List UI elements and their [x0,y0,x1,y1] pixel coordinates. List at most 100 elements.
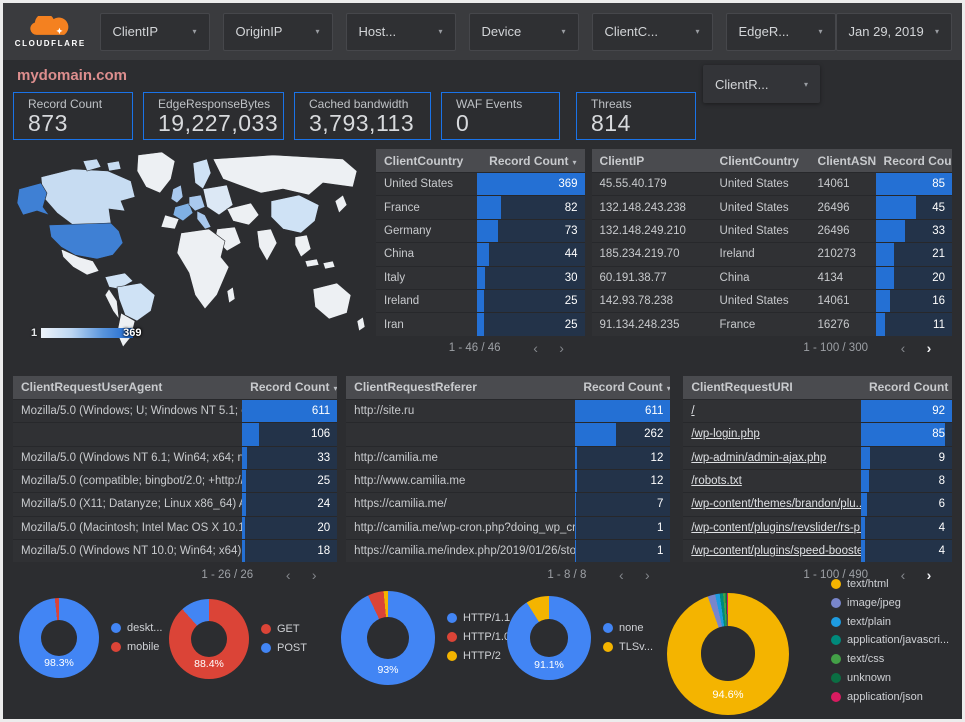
table-row[interactable]: /wp-admin/admin-ajax.php 9 [683,445,952,469]
uri-link[interactable]: /wp-content/plugins/speed-booste... [691,545,861,558]
column-header[interactable]: Record Count ▾ [489,153,577,168]
pagination-range: 1 - 8 / 8 [547,568,587,581]
table-row[interactable]: Mozilla/5.0 (Windows NT 6.1; Win64; x64;… [13,445,338,469]
uri-link[interactable]: /robots.txt [691,475,742,488]
filter-edger[interactable]: EdgeR... ▾ [725,12,836,51]
record-count-value: 25 [564,318,578,331]
donut-chart-device[interactable]: 98.3% [19,598,99,678]
donut-chart-request-method[interactable]: 88.4% [169,599,249,679]
table-row[interactable]: 60.191.38.77 China 4134 20 [591,265,952,289]
table-row[interactable]: Mozilla/5.0 (X11; Datanyze; Linux x86_64… [13,492,338,516]
filter-clientip-label: ClientIP [112,24,159,39]
scorecard-label: EdgeResponseBytes [158,97,271,111]
table-row[interactable]: 262 [346,422,671,446]
table-row[interactable]: Mozilla/5.0 (Macintosh; Intel Mac OS X 1… [13,515,338,540]
column-header[interactable]: ClientRequestUserAgent [21,380,163,395]
legend-label: mobile [127,640,160,653]
table-row[interactable]: Mozilla/5.0 (Windows; U; Windows NT 5.1;… [13,398,338,423]
prev-page-icon[interactable]: ‹ [533,340,538,357]
table-row[interactable]: 91.134.248.235 France 16276 11 [591,312,952,336]
table-row[interactable]: 106 [13,422,338,446]
table-row[interactable]: Germany 73 [376,218,585,243]
table-row[interactable]: 132.148.243.238 United States 26496 45 [591,195,952,219]
uri-link[interactable]: /wp-content/plugins/revslider/rs-p... [691,521,861,534]
legend-label: text/html [847,578,889,590]
column-header[interactable]: ClientRequestURI [691,380,793,395]
donut-chart-tls-version[interactable]: 91.1% [507,596,591,680]
table-row[interactable]: /wp-content/plugins/speed-booste... 4 [683,539,952,563]
table-row[interactable]: https://camilia.me/7 [346,492,671,516]
uri-link[interactable]: /wp-admin/admin-ajax.php [691,451,827,464]
column-header[interactable]: Record Count– [869,380,949,395]
table-row[interactable]: Mozilla/5.0 (Windows NT 10.0; Win64; x64… [13,539,338,563]
table-row[interactable]: Italy 30 [376,265,585,289]
table-row[interactable]: Mozilla/5.0 (compatible; bingbot/2.0; +h… [13,468,338,493]
date-range-filter[interactable]: Jan 29, 2019 ▾ [835,12,952,51]
legend-item: application/javascri... [831,634,949,648]
column-header[interactable]: ClientCountry [719,153,799,168]
next-page-icon[interactable]: › [926,340,932,357]
prev-page-icon[interactable]: ‹ [285,566,291,583]
column-header[interactable]: ClientCountry [384,153,464,168]
next-page-icon[interactable]: › [559,340,564,357]
column-header[interactable]: Record Count ▾ [583,380,671,395]
uri-link[interactable]: /wp-content/themes/brandon/plu... [691,498,861,511]
prev-page-icon[interactable]: ‹ [619,566,624,583]
table-row[interactable]: 185.234.219.70 Ireland 210273 21 [591,242,952,266]
record-count-bar [861,446,870,469]
record-count-value: 611 [645,404,664,417]
table-row[interactable]: Iran 25 [376,312,585,336]
filter-clientip[interactable]: ClientIP ▾ [99,12,210,51]
column-header[interactable]: ClientRequestReferer [354,380,477,395]
record-count-cell: 4 [861,516,952,540]
next-page-icon[interactable]: › [645,566,650,583]
record-count-bar [875,196,916,219]
table-referer: ClientRequestReferer Record Count ▾ http://… [346,375,671,588]
legend-item: HTTP/1.1 [447,612,510,626]
table-row[interactable]: http://camilia.me/wp-cron.php?doing_wp_c… [346,515,671,540]
uri-link[interactable]: / [691,404,695,417]
column-header[interactable]: Record Count– [883,153,952,168]
filter-originip[interactable]: OriginIP ▾ [222,12,333,51]
legend-dot-icon [831,616,841,627]
world-map-chart[interactable]: 1 369 [13,149,369,349]
scorecard-value: 814 [591,110,631,136]
table-row[interactable]: United States 369 [376,172,585,196]
next-page-icon[interactable]: › [311,566,317,583]
legend-item: HTTP/2 [447,650,510,664]
table-row[interactable]: /robots.txt 8 [683,468,952,493]
table-row[interactable]: 45.55.40.179 United States 14061 85 [591,172,952,196]
table-row[interactable]: http://site.ru 611 [346,398,671,423]
table-row[interactable]: /wp-content/plugins/revslider/rs-p... 4 [683,515,952,540]
table-row[interactable]: 132.148.249.210 United States 26496 33 [591,218,952,243]
table-cell: China [719,271,750,284]
column-header[interactable]: Record Count ▾ [250,380,338,395]
prev-page-icon[interactable]: ‹ [900,340,906,357]
donut-chart-http-protocol[interactable]: 93% [341,591,435,685]
donut-percent-label: 88.4% [194,658,224,670]
legend-label: POST [277,641,307,654]
table-row[interactable]: China 44 [376,242,585,266]
filter-host[interactable]: Host... ▾ [345,12,456,51]
filter-clientrequest[interactable]: ClientR... ▾ [703,65,820,103]
filter-device[interactable]: Device ▾ [468,12,579,51]
table-row[interactable]: https://camilia.me/index.php/2019/01/26/… [346,539,671,563]
donut-chart-content-type[interactable]: 94.6% [667,592,789,715]
next-page-icon[interactable]: › [926,566,932,583]
filter-clientc[interactable]: ClientC... ▾ [591,12,713,51]
column-header[interactable]: ClientIP [599,153,645,168]
table-row[interactable]: / 92 [683,398,952,423]
table-row[interactable]: /wp-content/themes/brandon/plu... 6 [683,492,952,516]
table-row[interactable]: Ireland 25 [376,288,585,313]
table-row[interactable]: France 82 [376,195,585,219]
uri-link[interactable]: /wp-login.php [691,428,760,441]
record-count-value: 12 [650,451,664,464]
column-header[interactable]: ClientASN [817,153,876,168]
table-row[interactable]: http://www.camilia.me 12 [346,468,671,493]
pagination: 1 - 46 / 46 ‹ › [376,336,585,361]
prev-page-icon[interactable]: ‹ [900,566,906,583]
table-row[interactable]: /wp-login.php 85 [683,422,952,446]
table-row[interactable]: 142.93.78.238 United States 14061 16 [591,288,952,313]
table-row[interactable]: http://camilia.me 12 [346,445,671,469]
legend-scroll-arrows-icon[interactable]: ▲ ▼ [831,717,949,719]
